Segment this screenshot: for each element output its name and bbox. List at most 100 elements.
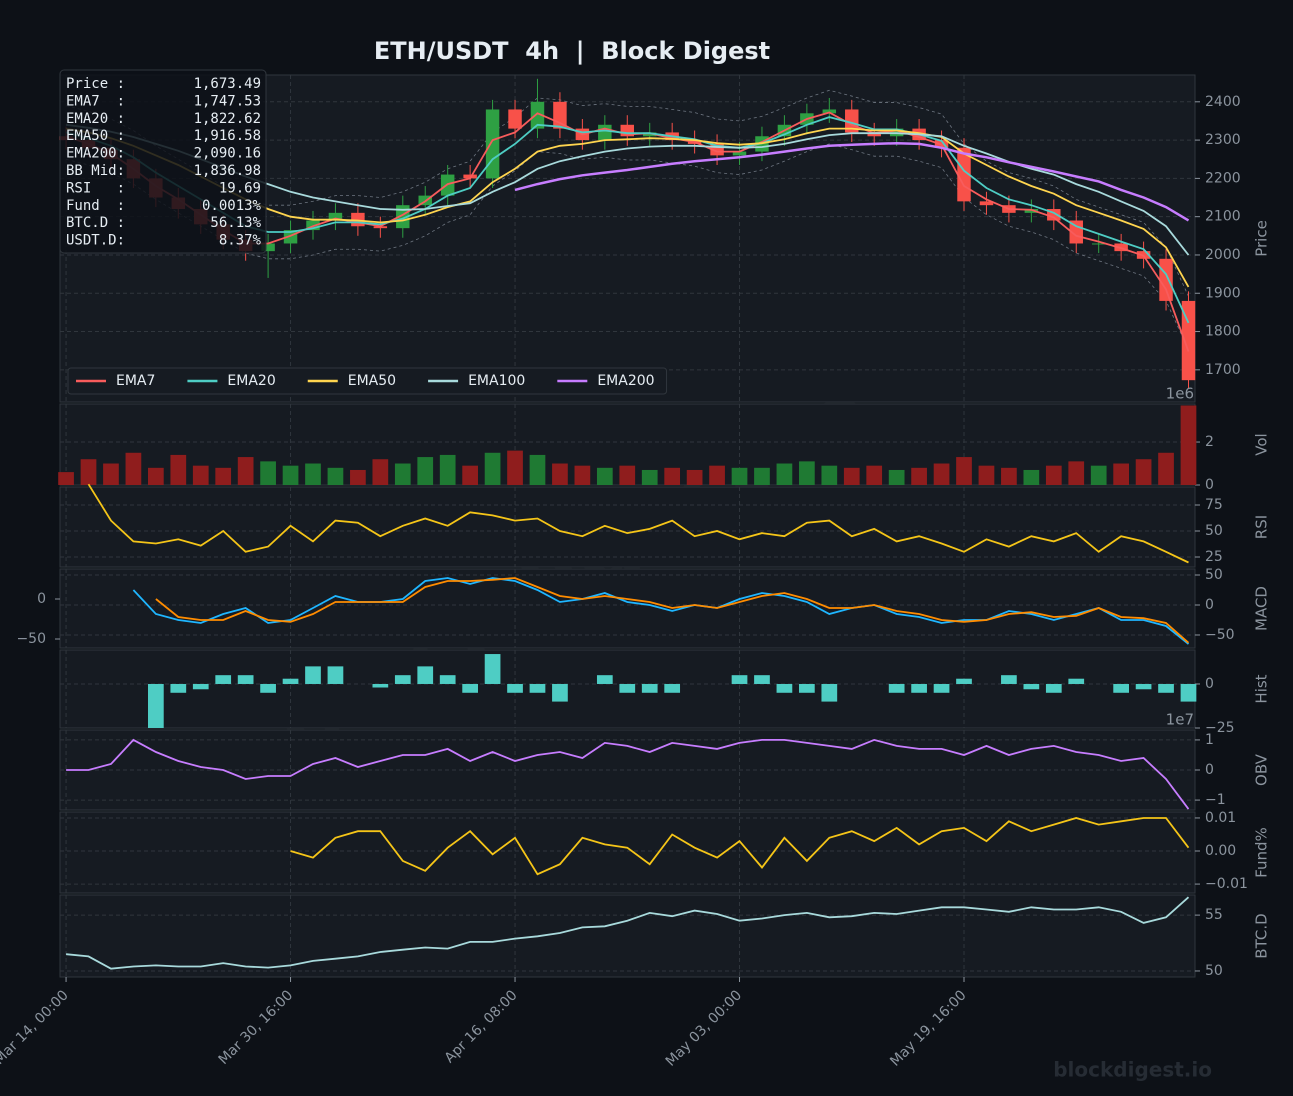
bar xyxy=(327,666,344,684)
bar xyxy=(1158,683,1174,693)
series-line xyxy=(132,577,1190,645)
bar xyxy=(754,467,770,485)
info-value: 0.0013% xyxy=(202,198,262,214)
y-tick-label: −0.01 xyxy=(1205,876,1248,892)
y-tick-label: 1700 xyxy=(1205,362,1241,378)
candle-body xyxy=(373,226,388,229)
bar xyxy=(956,457,972,485)
bar xyxy=(417,457,434,485)
info-label: EMA200: xyxy=(66,146,125,162)
bar xyxy=(978,465,995,485)
info-value: 1,836.98 xyxy=(194,163,261,179)
candle-body xyxy=(396,205,410,229)
candle-body xyxy=(261,243,275,252)
y-tick-label: 2100 xyxy=(1205,209,1241,225)
bar xyxy=(1068,461,1085,485)
series-line xyxy=(155,577,1190,644)
bar xyxy=(417,666,434,684)
bar xyxy=(933,683,950,693)
y-tick-label: 2400 xyxy=(1205,94,1241,110)
legend-label: EMA50 xyxy=(348,373,396,389)
bar xyxy=(394,463,411,485)
bar xyxy=(933,463,950,485)
y-tick-label: 0 xyxy=(1205,477,1214,493)
legend-label: EMA20 xyxy=(227,373,275,389)
bar xyxy=(484,452,501,485)
y2-tick-label: 0 xyxy=(37,591,46,607)
bar xyxy=(686,469,703,485)
info-value: 1,916.58 xyxy=(194,128,261,144)
y-tick-label: 2 xyxy=(1205,434,1214,450)
bar xyxy=(821,465,838,485)
bar xyxy=(641,469,658,485)
legend-label: EMA7 xyxy=(116,373,155,389)
legend-box xyxy=(67,367,668,395)
bar xyxy=(439,675,456,684)
bar xyxy=(237,457,254,485)
bar xyxy=(147,467,164,485)
series-line xyxy=(87,483,1189,564)
y-tick-label: 55 xyxy=(1205,907,1223,923)
bar xyxy=(327,467,344,485)
y-tick-label: 50 xyxy=(1205,523,1223,539)
y-tick-label: 0 xyxy=(1205,597,1214,613)
candle-body xyxy=(328,212,343,221)
band-line xyxy=(65,143,1189,351)
bar xyxy=(529,683,546,693)
series-line xyxy=(290,817,1190,876)
bar xyxy=(215,675,232,684)
bar xyxy=(1135,683,1152,690)
footer-watermark: blockdigest.io xyxy=(1053,1058,1212,1082)
y-tick-label: 2300 xyxy=(1205,132,1241,148)
y-tick-label: 50 xyxy=(1205,963,1223,979)
bar xyxy=(192,465,209,485)
bar xyxy=(282,678,299,684)
info-value: 1,673.49 xyxy=(194,76,261,92)
bar xyxy=(1135,459,1152,485)
bar xyxy=(956,678,972,684)
bar xyxy=(507,450,523,485)
candle-body xyxy=(732,151,747,156)
panel xyxy=(59,568,1196,649)
info-value: 8.37% xyxy=(219,233,262,249)
bar xyxy=(799,461,815,485)
candle-body xyxy=(1181,300,1196,381)
candle-body xyxy=(1091,243,1106,245)
bar xyxy=(799,683,815,693)
bar xyxy=(529,454,546,485)
y-tick-label: 0.01 xyxy=(1205,810,1236,826)
bar xyxy=(596,467,613,485)
bar xyxy=(821,683,838,702)
series-line xyxy=(514,141,1190,222)
candle-body xyxy=(508,109,522,129)
bar xyxy=(484,654,501,684)
y-tick-label: 2200 xyxy=(1205,170,1241,186)
bar xyxy=(619,465,636,485)
info-value: 1,822.62 xyxy=(194,111,261,127)
bar xyxy=(462,465,478,485)
bar xyxy=(731,467,748,485)
bar xyxy=(731,675,748,684)
bar xyxy=(619,683,636,693)
bar xyxy=(1001,467,1017,485)
candle-body xyxy=(979,201,994,206)
candle-body xyxy=(867,132,881,137)
legend-label: EMA200 xyxy=(597,373,654,389)
axis-label: RSI xyxy=(1253,515,1271,539)
bar xyxy=(1180,683,1197,702)
bar xyxy=(888,683,905,693)
bar xyxy=(147,683,164,728)
info-label: EMA50 : xyxy=(66,128,125,144)
y2-tick-label: −50 xyxy=(16,631,46,647)
bar xyxy=(58,472,74,485)
bar xyxy=(507,683,523,693)
y-tick-label: −50 xyxy=(1205,627,1235,643)
info-label: Price : xyxy=(66,76,125,92)
y-tick-label: 0 xyxy=(1205,762,1214,778)
bar xyxy=(552,683,568,702)
axis-label: OBV xyxy=(1253,753,1271,786)
bar xyxy=(1180,405,1197,485)
bar xyxy=(237,675,254,684)
y-tick-label: 50 xyxy=(1205,567,1223,583)
bar xyxy=(170,454,187,485)
